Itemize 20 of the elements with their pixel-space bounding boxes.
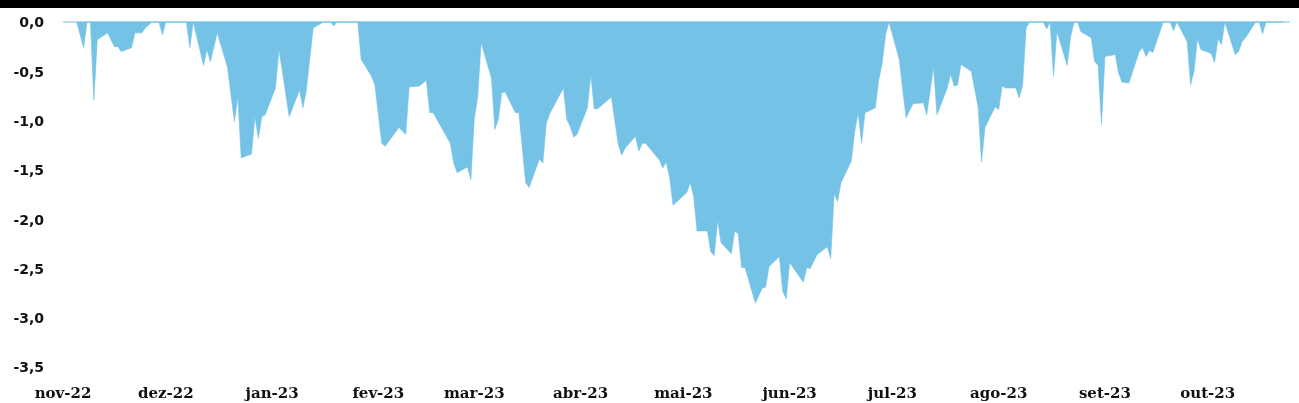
x-tick-label: fev-23 [352, 384, 405, 402]
y-tick-label: -1,0 [13, 112, 45, 129]
x-tick-label: ago-23 [970, 384, 1028, 402]
x-tick-label: nov-22 [34, 384, 92, 402]
y-tick-label: 0,0 [19, 14, 45, 31]
x-tick-label: mar-23 [443, 384, 505, 402]
y-tick-label: -2,0 [13, 211, 45, 228]
y-tick-label: -2,5 [13, 260, 44, 277]
x-tick-label: jan-23 [243, 384, 299, 402]
x-tick-label: mai-23 [654, 384, 713, 402]
x-tick-label: jun-23 [760, 384, 817, 402]
x-tick-label: jul-23 [865, 384, 917, 402]
y-tick-label: -0,5 [13, 63, 44, 80]
x-tick-label: out-23 [1180, 384, 1236, 402]
x-tick-label: dez-22 [137, 384, 194, 402]
y-tick-label: -1,5 [13, 162, 44, 179]
x-tick-label: abr-23 [552, 384, 609, 402]
y-tick-label: -3,0 [13, 310, 45, 327]
y-tick-label: -3,5 [13, 359, 44, 376]
x-tick-label: set-23 [1078, 384, 1131, 402]
